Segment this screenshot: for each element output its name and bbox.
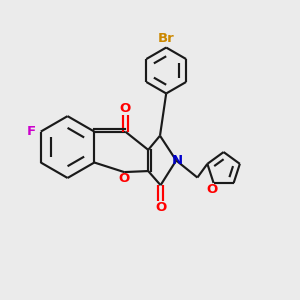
Text: O: O <box>206 183 218 196</box>
Text: O: O <box>118 172 130 185</box>
Text: F: F <box>27 125 36 138</box>
Text: O: O <box>120 102 131 116</box>
Text: O: O <box>155 201 166 214</box>
Text: N: N <box>172 154 183 167</box>
Text: Br: Br <box>158 32 175 45</box>
